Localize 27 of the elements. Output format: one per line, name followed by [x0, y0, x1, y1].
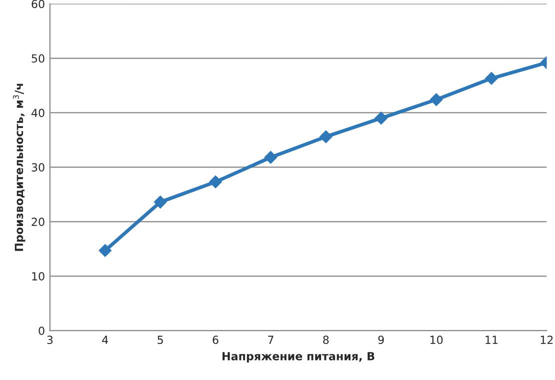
point: [485, 72, 498, 85]
x-tick-label: 9: [378, 336, 384, 344]
y-tick-label: 10: [32, 272, 44, 281]
x-tick-label: 5: [158, 336, 163, 344]
x-tick-label: 7: [268, 336, 274, 344]
x-tick-label: 6: [212, 336, 218, 344]
y-tick-label: 20: [32, 218, 44, 226]
point: [209, 175, 222, 188]
y-tick-label: 40: [31, 108, 44, 118]
x-tick-label: 10: [430, 336, 443, 344]
point: [374, 112, 388, 125]
x-tick-label: 11: [486, 336, 498, 344]
point: [430, 93, 443, 106]
point: [98, 244, 112, 257]
point: [319, 130, 332, 144]
y-axis-title: Производительность, м$^{3}$/ч: [12, 84, 26, 251]
point: [154, 196, 167, 208]
y-tick-label: 30: [32, 163, 44, 172]
x-tick-label: 4: [102, 336, 108, 344]
y-tick-label: 50: [32, 54, 44, 63]
x-tick-label: 8: [323, 336, 329, 344]
x-tick-label: 12: [540, 336, 553, 344]
x-tick-label: 3: [47, 336, 53, 344]
y-tick-label: 60: [32, 0, 44, 8]
x-axis-title: Напряжение питания, В: [222, 352, 374, 363]
point: [264, 150, 278, 164]
y-tick-label: 0: [38, 326, 44, 335]
